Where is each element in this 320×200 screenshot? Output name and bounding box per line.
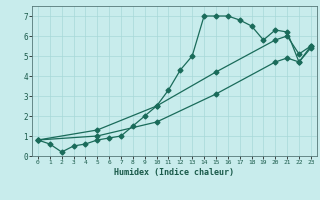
- X-axis label: Humidex (Indice chaleur): Humidex (Indice chaleur): [115, 168, 234, 177]
